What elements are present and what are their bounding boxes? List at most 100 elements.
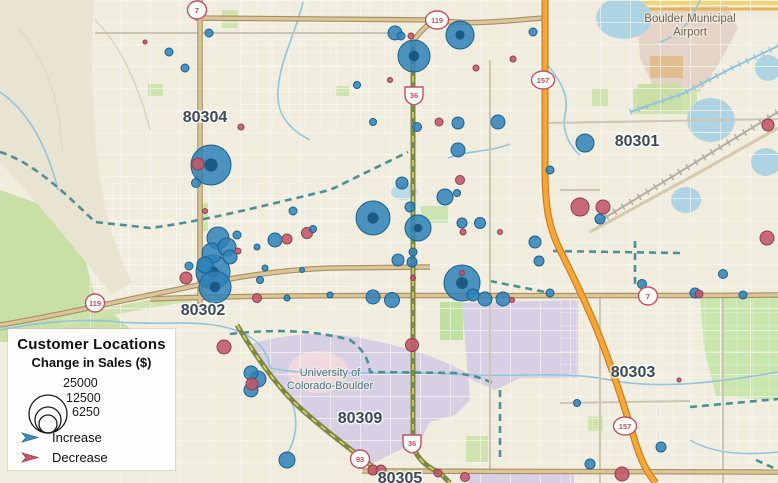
customer-point-decrease[interactable] xyxy=(433,468,443,478)
customer-point-decrease[interactable] xyxy=(497,229,503,235)
customer-point-increase[interactable] xyxy=(450,142,466,158)
customer-point-core xyxy=(413,223,423,233)
customer-point-increase[interactable] xyxy=(267,232,283,248)
customer-point-decrease[interactable] xyxy=(387,77,393,83)
customer-point-increase[interactable] xyxy=(365,289,381,305)
customer-point-core xyxy=(455,30,465,40)
customer-point-increase[interactable] xyxy=(391,253,405,267)
customer-point-decrease[interactable] xyxy=(759,230,775,246)
customer-point-increase[interactable] xyxy=(256,276,264,284)
customer-point-increase[interactable] xyxy=(528,27,538,37)
customer-point-increase[interactable] xyxy=(309,225,317,233)
svg-text:93: 93 xyxy=(356,455,364,464)
customer-point-decrease[interactable] xyxy=(245,377,259,391)
customer-point-decrease[interactable] xyxy=(459,228,467,236)
customer-point-decrease[interactable] xyxy=(460,472,470,482)
customer-point-increase[interactable] xyxy=(718,269,728,279)
customer-point-decrease[interactable] xyxy=(410,275,416,281)
customer-point-increase[interactable] xyxy=(436,188,454,206)
customer-point-increase[interactable] xyxy=(466,288,480,302)
customer-point-increase[interactable] xyxy=(253,243,261,251)
legend-decrease-label: Decrease xyxy=(52,450,108,465)
customer-point-increase[interactable] xyxy=(453,189,461,197)
customer-point-increase[interactable] xyxy=(299,267,305,273)
customer-point-decrease[interactable] xyxy=(509,55,517,63)
customer-point-increase[interactable] xyxy=(655,441,667,453)
customer-point-increase[interactable] xyxy=(196,256,214,274)
customer-point-core xyxy=(204,158,218,172)
streams-layer xyxy=(0,0,778,457)
customer-point-increase[interactable] xyxy=(474,217,486,229)
customer-point-decrease[interactable] xyxy=(191,157,205,171)
customer-point-increase[interactable] xyxy=(573,399,581,407)
customer-point-decrease[interactable] xyxy=(614,466,630,482)
customer-point-increase[interactable] xyxy=(528,235,542,249)
customer-point-increase[interactable] xyxy=(406,256,418,268)
customer-point-increase[interactable] xyxy=(326,291,334,299)
customer-point-decrease[interactable] xyxy=(472,64,480,72)
customer-point-decrease[interactable] xyxy=(237,123,245,131)
customer-point-decrease[interactable] xyxy=(407,32,415,40)
customer-point-decrease[interactable] xyxy=(179,271,193,285)
customer-point-decrease[interactable] xyxy=(142,39,148,45)
customer-point-increase[interactable] xyxy=(545,165,555,175)
legend-size-6250: 6250 xyxy=(72,405,100,419)
customer-point-decrease[interactable] xyxy=(202,208,208,214)
customer-point-increase[interactable] xyxy=(490,114,506,130)
customer-point-increase[interactable] xyxy=(412,122,422,132)
route-shield-36: 36 xyxy=(402,434,422,454)
legend-size-25000: 25000 xyxy=(63,376,98,390)
customer-point-increase[interactable] xyxy=(477,291,493,307)
customer-point-decrease[interactable] xyxy=(509,297,515,303)
customer-point-increase[interactable] xyxy=(369,118,377,126)
customer-point-increase[interactable] xyxy=(533,255,545,267)
customer-point-increase[interactable] xyxy=(180,63,190,73)
customer-point-increase[interactable] xyxy=(261,264,269,272)
customer-point-decrease[interactable] xyxy=(761,118,775,132)
customer-point-decrease[interactable] xyxy=(234,247,242,255)
customer-point-decrease[interactable] xyxy=(216,339,232,355)
route-shield-36: 36 xyxy=(404,86,424,106)
customer-point-increase[interactable] xyxy=(278,451,296,469)
customer-point-increase[interactable] xyxy=(184,261,194,271)
zip-label-80305: 80305 xyxy=(378,470,423,483)
customer-point-increase[interactable] xyxy=(353,81,361,89)
customer-point-increase[interactable] xyxy=(395,176,409,190)
customer-point-decrease[interactable] xyxy=(375,464,387,476)
customer-point-decrease[interactable] xyxy=(281,233,293,245)
customer-point-increase[interactable] xyxy=(545,288,555,298)
customer-point-core xyxy=(408,50,420,62)
customer-point-increase[interactable] xyxy=(283,294,291,302)
customer-point-increase[interactable] xyxy=(495,291,511,307)
customer-point-increase[interactable] xyxy=(404,201,416,213)
customer-point-decrease[interactable] xyxy=(455,175,465,185)
customer-point-decrease[interactable] xyxy=(405,338,419,352)
customer-point-increase[interactable] xyxy=(384,292,400,308)
customer-point-decrease[interactable] xyxy=(434,117,444,127)
customer-point-decrease[interactable] xyxy=(694,289,704,299)
customer-point-increase[interactable] xyxy=(396,31,406,41)
customer-point-increase[interactable] xyxy=(451,116,465,130)
customer-point-decrease[interactable] xyxy=(459,270,465,276)
customer-point-decrease[interactable] xyxy=(595,199,611,215)
customer-point-increase[interactable] xyxy=(738,290,748,300)
customer-point-decrease[interactable] xyxy=(252,293,262,303)
customer-point-decrease[interactable] xyxy=(570,197,590,217)
customer-point-increase[interactable] xyxy=(594,213,606,225)
customer-point-increase[interactable] xyxy=(222,249,238,265)
customer-point-increase[interactable] xyxy=(575,133,595,153)
customer-point-increase[interactable] xyxy=(456,217,468,229)
customer-points-layer[interactable] xyxy=(142,20,775,482)
zip-label-80301: 80301 xyxy=(615,133,660,150)
customer-point-increase[interactable] xyxy=(288,206,298,216)
svg-text:36: 36 xyxy=(410,91,418,100)
customer-point-decrease[interactable] xyxy=(676,377,682,383)
customer-point-increase[interactable] xyxy=(584,458,596,470)
customer-point-increase[interactable] xyxy=(204,28,214,38)
customer-point-increase[interactable] xyxy=(408,247,418,257)
customer-point-increase[interactable] xyxy=(164,47,174,57)
customer-point-increase[interactable] xyxy=(232,230,242,240)
customer-point-increase[interactable] xyxy=(191,178,201,188)
